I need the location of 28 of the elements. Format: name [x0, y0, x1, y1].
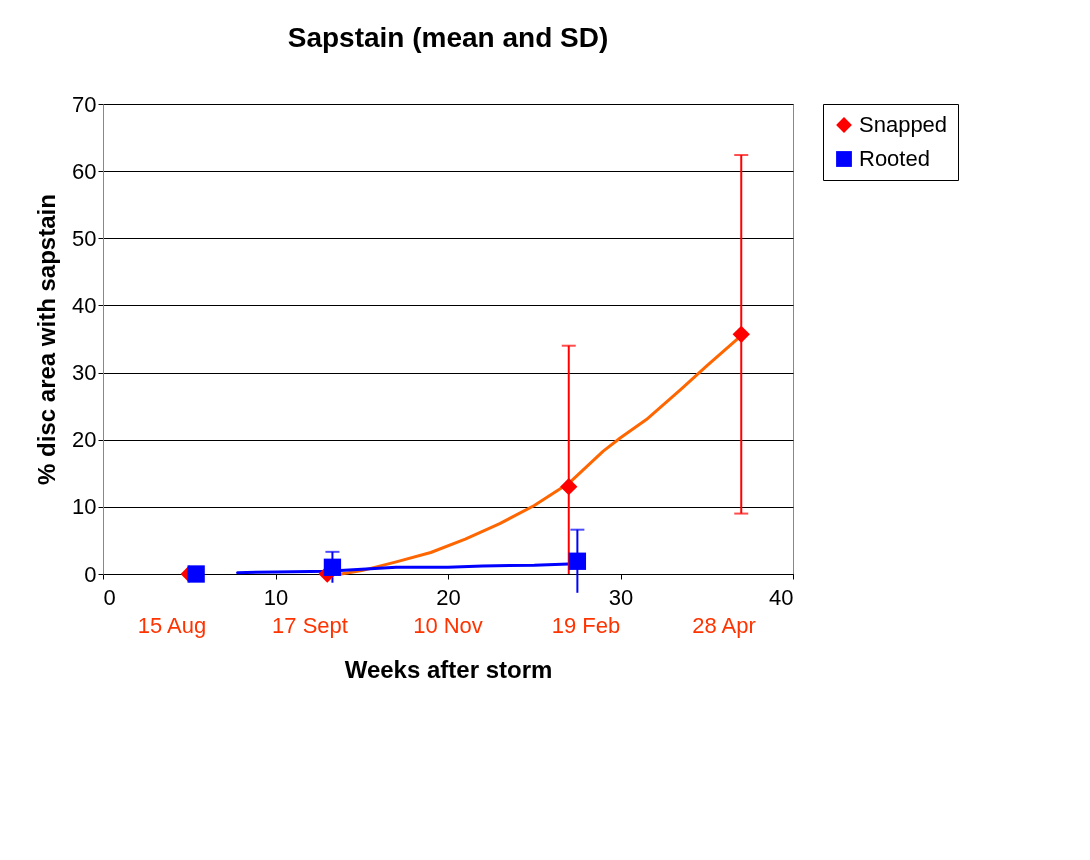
x-tick-label: 10 [263, 584, 289, 610]
point [323, 558, 342, 576]
x-tick-label: 40 [769, 584, 794, 610]
point [560, 478, 578, 496]
x-tick-label: 20 [436, 584, 461, 610]
text: 15 Aug [137, 613, 207, 638]
point [187, 565, 205, 583]
y-tick-label: 10 [72, 494, 97, 520]
y-tick-label: 0 [84, 561, 97, 587]
point [568, 552, 587, 570]
y-tick-label: 50 [72, 225, 97, 251]
x-axis-title: Weeks after storm [344, 655, 553, 683]
text: 28 Apr [692, 613, 756, 638]
chart-title: Sapstain (mean and SD) [287, 22, 609, 53]
y-axis-title: % disc area with sapstain [33, 194, 61, 485]
legend-label: Snapped [859, 112, 948, 137]
text: 10 Nov [413, 613, 483, 638]
y-tick-label: 20 [72, 427, 97, 453]
x-tick-label: 30 [608, 584, 634, 610]
x-tick-label: 0 [103, 584, 116, 610]
point [732, 325, 750, 343]
text: 17 Sept [272, 613, 348, 638]
y-tick-label: 30 [72, 360, 97, 386]
text: 19 Feb [551, 613, 621, 638]
y-tick-label: 40 [72, 292, 97, 318]
legend-label: Rooted [859, 146, 930, 171]
y-tick-label: 60 [72, 158, 97, 184]
y-tick-label: 70 [72, 91, 97, 117]
